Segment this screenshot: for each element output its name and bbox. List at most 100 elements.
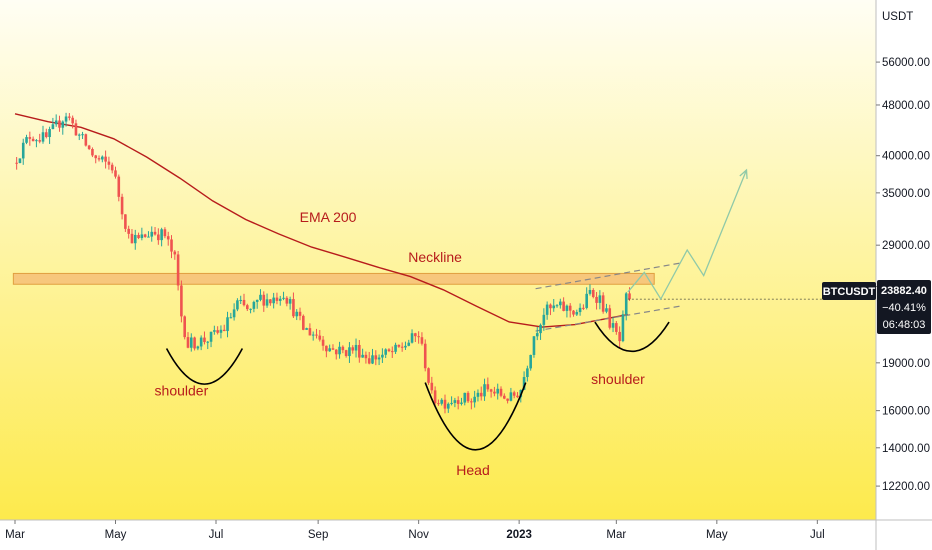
candle-body: [328, 348, 331, 352]
candle-body: [180, 285, 183, 317]
candle: [288, 296, 292, 310]
candle: [394, 342, 397, 354]
candle-body: [41, 132, 45, 142]
candle-body: [624, 293, 628, 315]
candle: [124, 214, 127, 232]
candle-body: [166, 236, 170, 240]
projection-path: [627, 169, 748, 301]
candle-body: [377, 357, 381, 360]
candle: [466, 391, 470, 403]
candle-body: [615, 323, 618, 332]
candle: [325, 345, 328, 358]
candle-body: [466, 392, 470, 402]
candle: [470, 398, 473, 410]
candle: [344, 349, 348, 358]
candle: [114, 166, 117, 179]
candle: [120, 193, 124, 220]
candle: [173, 250, 177, 260]
candle: [427, 367, 430, 385]
candle-body: [325, 345, 328, 352]
candle-body: [209, 331, 213, 342]
candle-body: [483, 384, 486, 397]
candle: [384, 348, 387, 359]
candle-body: [51, 124, 55, 130]
candle: [127, 225, 130, 239]
candle: [420, 332, 424, 346]
candle: [516, 392, 519, 398]
annotations-layer: EMA 200 Neckline shoulder Head shoulder: [155, 209, 646, 478]
candle: [51, 117, 55, 130]
candle: [117, 174, 121, 202]
candle-body: [183, 316, 186, 338]
candle: [157, 228, 160, 245]
candle: [163, 227, 167, 239]
candle-body: [110, 164, 114, 171]
candle-body: [292, 299, 295, 317]
candle: [196, 345, 200, 351]
candle: [259, 289, 262, 302]
candle: [410, 329, 414, 344]
neckline-layer: [12, 272, 655, 285]
candle: [107, 156, 111, 170]
candle: [318, 329, 322, 342]
candle: [601, 292, 605, 314]
x-tick-label: Sep: [308, 529, 328, 541]
candle-body: [397, 344, 401, 347]
channel-layer: [535, 262, 681, 332]
pattern-arc-3: [594, 321, 670, 352]
candle: [31, 136, 35, 142]
candle: [74, 119, 78, 136]
candle-body: [555, 305, 559, 307]
candle: [239, 295, 243, 305]
candle-body: [68, 116, 71, 118]
candle: [176, 250, 180, 291]
candle-body: [282, 297, 285, 299]
candle: [565, 304, 569, 318]
candle-body: [97, 158, 101, 160]
candle: [222, 324, 226, 332]
candle-body: [18, 158, 22, 163]
candle-body: [367, 358, 371, 364]
candle-body: [189, 337, 193, 348]
candle-body: [226, 317, 229, 332]
candle: [21, 138, 25, 165]
candle-body: [318, 335, 322, 340]
candle: [526, 365, 529, 382]
candle-body: [143, 234, 147, 237]
y-tick-label: 14000.00: [882, 443, 930, 455]
candle: [549, 303, 552, 316]
candle: [615, 321, 618, 335]
candle-body: [585, 293, 588, 308]
candle-body: [252, 301, 256, 309]
y-tick-label: 40000.00: [882, 151, 930, 163]
candle: [232, 303, 236, 321]
candle-body: [163, 229, 167, 237]
annotation-label: Head: [456, 462, 489, 478]
candle: [25, 134, 28, 145]
price-tag-countdown: 06:48:03: [883, 319, 926, 331]
y-axis[interactable]: 12200.0014000.0016000.0019000.0025000.00…: [876, 57, 930, 493]
candle-body: [526, 368, 529, 378]
candle: [387, 348, 391, 353]
candle-body: [101, 156, 104, 160]
candle-body: [334, 349, 338, 355]
candle: [255, 299, 259, 309]
candle-body: [91, 149, 94, 156]
price-tag-value-box: [877, 280, 931, 334]
candle-body: [38, 140, 42, 142]
candle-body: [133, 234, 137, 244]
candle: [361, 348, 364, 358]
candle: [245, 303, 249, 312]
candle: [295, 309, 299, 321]
candle-body: [371, 355, 374, 364]
candle-body: [532, 336, 536, 355]
candle: [611, 316, 615, 333]
candle-body: [549, 304, 552, 309]
candle-body: [321, 339, 325, 346]
candle-body: [608, 308, 612, 328]
candle: [440, 398, 444, 406]
candle: [275, 292, 279, 305]
candle: [216, 326, 219, 335]
candle: [186, 332, 190, 349]
x-axis[interactable]: Mar May Jul Sep Nov 2023 Mar May Jul: [5, 520, 825, 541]
